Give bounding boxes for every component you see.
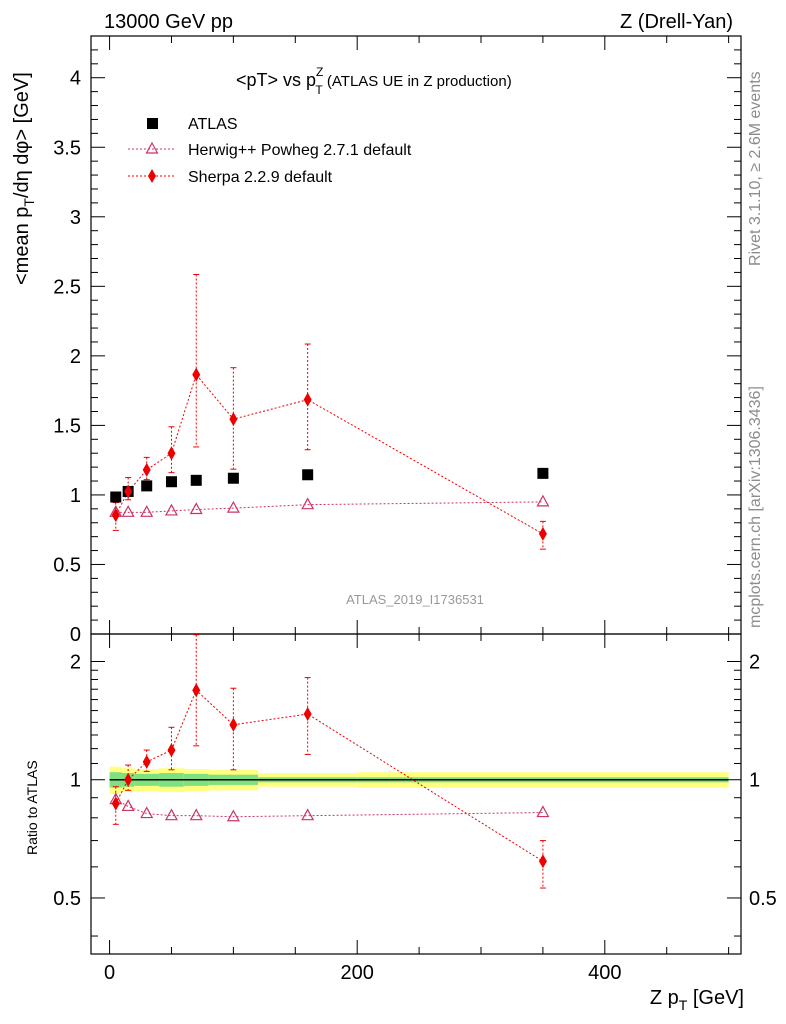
title-sub: T bbox=[315, 83, 323, 97]
sherpa-point bbox=[124, 484, 133, 499]
plot-title: <pT> vs pZ T (ATLAS UE in Z production) bbox=[236, 65, 512, 97]
xlabel-sub: T bbox=[679, 997, 688, 1013]
sherpa-point bbox=[142, 462, 151, 477]
main-y-tick-label: 4 bbox=[70, 68, 81, 90]
sherpa-ratio-point bbox=[124, 772, 133, 787]
rivet-version-label: Rivet 3.1.10, ≥ 2.6M events bbox=[747, 71, 764, 266]
ratio-y-tick-label-right: 2 bbox=[749, 652, 760, 674]
legend-label-atlas: ATLAS bbox=[188, 116, 238, 133]
herwig-ratio-point bbox=[140, 806, 154, 819]
title-tail: (ATLAS UE in Z production) bbox=[323, 73, 512, 90]
herwig-point bbox=[301, 497, 315, 510]
sherpa-point bbox=[229, 412, 238, 427]
herwig-point bbox=[164, 503, 178, 516]
legend-entry-atlas: ATLAS bbox=[147, 116, 238, 133]
legend-entry-sherpa: Sherpa 2.2.9 default bbox=[128, 169, 333, 186]
ylabel-tail: /dη dφ> [GeV] bbox=[11, 72, 33, 198]
title-sup: Z bbox=[316, 65, 323, 79]
herwig-ratio-line bbox=[115, 799, 543, 818]
ratio-frame bbox=[90, 633, 742, 955]
main-y-axis-label: <mean pT/dη dφ> [GeV] bbox=[11, 72, 37, 285]
ratio-y-tick-label-left: 0.5 bbox=[53, 888, 81, 910]
x-tick-label: 200 bbox=[341, 962, 374, 984]
sherpa-ratio-point bbox=[167, 743, 176, 758]
axes: 0 0.5 1 1.5 2 2.5 3 3.5 4 0.5 0.5 1 1 2 2 0 200 400 bbox=[53, 35, 777, 984]
sherpa-ratio-point bbox=[538, 854, 547, 869]
ratio-y-axis-label: Ratio to ATLAS bbox=[24, 760, 40, 855]
herwig-ratio-point bbox=[121, 799, 135, 812]
ratio-y-tick-label-left: 2 bbox=[70, 652, 81, 674]
herwig-point bbox=[140, 505, 154, 517]
sherpa-point bbox=[192, 367, 201, 382]
energy-label: 13000 GeV pp bbox=[104, 11, 233, 33]
sherpa-point bbox=[303, 392, 312, 407]
atlas-point bbox=[190, 474, 202, 486]
main-y-tick-label: 3.5 bbox=[53, 137, 81, 159]
atlas-point bbox=[302, 469, 314, 481]
legend-label-herwig: Herwig++ Powheg 2.7.1 default bbox=[188, 142, 412, 159]
legend-marker-sherpa bbox=[148, 169, 156, 183]
ylabel-sub: T bbox=[21, 198, 37, 207]
atlas-point bbox=[165, 476, 177, 488]
main-y-tick-label: 1.5 bbox=[53, 415, 81, 437]
sherpa-ratio-point bbox=[303, 707, 312, 722]
xlabel-lead: Z p bbox=[650, 987, 679, 1009]
sherpa-ratio-point bbox=[111, 796, 120, 811]
ratio-y-tick-label-right: 1 bbox=[749, 770, 760, 792]
herwig-point bbox=[189, 502, 203, 515]
main-y-tick-label: 3 bbox=[70, 207, 81, 229]
legend-marker-herwig bbox=[145, 141, 159, 154]
legend-label-sherpa: Sherpa 2.2.9 default bbox=[188, 169, 333, 186]
ratio-y-tick-label-left: 1 bbox=[70, 770, 81, 792]
ratio-y-tick-label-right: 0.5 bbox=[749, 888, 777, 910]
atlas-point bbox=[110, 491, 122, 503]
sherpa-ratio-point bbox=[192, 683, 201, 698]
herwig-ratio-point bbox=[189, 808, 203, 821]
herwig-line bbox=[115, 501, 543, 513]
main-y-tick-label: 2.5 bbox=[53, 276, 81, 298]
atlas-point bbox=[227, 472, 239, 484]
title-lead: <pT> vs p bbox=[236, 70, 316, 90]
atlas-point bbox=[537, 467, 549, 479]
sherpa-ratio-point bbox=[229, 717, 238, 732]
herwig-ratio-point bbox=[301, 808, 315, 821]
sherpa-point bbox=[111, 508, 120, 523]
legend-entry-herwig: Herwig++ Powheg 2.7.1 default bbox=[128, 141, 412, 159]
main-y-tick-label: 0.5 bbox=[53, 554, 81, 576]
sherpa-point bbox=[167, 446, 176, 461]
herwig-ratio-point bbox=[226, 809, 240, 822]
herwig-point bbox=[121, 505, 135, 517]
analysis-watermark: ATLAS_2019_I1736531 bbox=[346, 592, 484, 607]
main-y-tick-label: 0 bbox=[70, 624, 81, 646]
x-tick-label: 0 bbox=[104, 962, 115, 984]
data-marks bbox=[109, 274, 729, 889]
x-axis-label: Z pT [GeV] bbox=[650, 987, 744, 1013]
sherpa-point bbox=[538, 526, 547, 541]
herwig-ratio-point bbox=[536, 805, 550, 818]
xlabel-tail: [GeV] bbox=[687, 987, 744, 1009]
main-y-tick-label: 2 bbox=[70, 346, 81, 368]
process-label: Z (Drell-Yan) bbox=[620, 11, 733, 33]
ylabel-lead: <mean p bbox=[11, 207, 33, 285]
sherpa-line bbox=[115, 373, 544, 535]
source-site-label: mcplots.cern.ch [arXiv:1306.3436] bbox=[747, 386, 764, 628]
herwig-point bbox=[226, 500, 240, 513]
herwig-ratio-point bbox=[164, 808, 178, 821]
x-tick-label: 400 bbox=[588, 962, 621, 984]
legend-marker-atlas bbox=[147, 118, 158, 129]
legend: ATLAS Herwig++ Powheg 2.7.1 default Sher… bbox=[128, 116, 412, 186]
sherpa-ratio-point bbox=[142, 754, 151, 769]
herwig-point bbox=[536, 494, 550, 507]
sherpa-ratio-line bbox=[115, 689, 544, 862]
main-y-tick-label: 1 bbox=[70, 485, 81, 507]
atlas-point bbox=[141, 480, 153, 492]
